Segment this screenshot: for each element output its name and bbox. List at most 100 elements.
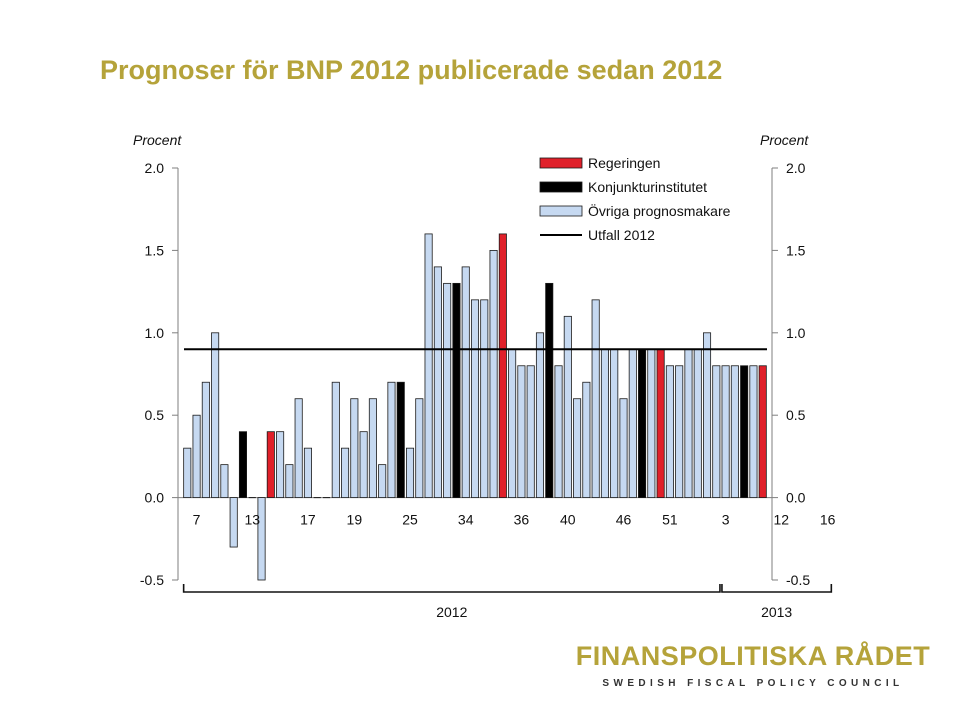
y-tick-label-left: -0.5	[140, 572, 164, 588]
y-tick-label-left: 1.5	[145, 242, 165, 258]
page-title: Prognoser för BNP 2012 publicerade sedan…	[100, 55, 723, 85]
bar-övriga-prognosmakare	[331, 381, 340, 498]
bar-övriga-prognosmakare	[628, 348, 637, 499]
y-tick-label-right: 1.0	[786, 325, 806, 341]
x-tick-label: 17	[300, 512, 316, 528]
bar-övriga-prognosmakare	[406, 447, 415, 499]
x-tick-label: 25	[402, 512, 418, 528]
bar-övriga-prognosmakare	[461, 266, 470, 499]
bar-regeringen	[266, 431, 275, 498]
bar-regeringen	[656, 348, 665, 499]
x-tick-label: 34	[458, 512, 474, 528]
bar-övriga-prognosmakare	[665, 365, 674, 499]
x-tick-label: 36	[514, 512, 530, 528]
bar-övriga-prognosmakare	[480, 299, 489, 498]
bar-övriga-prognosmakare	[350, 398, 359, 498]
bar-konjunkturinstitutet	[740, 365, 749, 499]
bar-övriga-prognosmakare	[554, 365, 563, 499]
bar-övriga-prognosmakare	[220, 464, 229, 499]
bar-övriga-prognosmakare	[276, 431, 285, 498]
legend-label: Konjunkturinstitutet	[588, 179, 707, 195]
bar-övriga-prognosmakare	[693, 348, 702, 499]
bar-övriga-prognosmakare	[573, 398, 582, 498]
bar-övriga-prognosmakare	[563, 315, 572, 499]
bar-övriga-prognosmakare	[721, 365, 730, 499]
x-tick-label: 12	[773, 512, 789, 528]
legend-swatch-o	[539, 205, 583, 217]
x-tick-labels: 7 13 17 19 25 34 36 40 46 51 3 12 16	[193, 512, 836, 528]
year-bracket	[182, 584, 721, 593]
bar-övriga-prognosmakare	[591, 299, 600, 498]
bar-övriga-prognosmakare	[535, 332, 544, 498]
brand-subtitle: SWEDISH FISCAL POLICY COUNCIL	[602, 678, 904, 689]
y-axis-label-right: Procent	[760, 132, 809, 148]
x-tick-label: 46	[616, 512, 632, 528]
bar-övriga-prognosmakare	[192, 414, 201, 499]
x-tick-label: 3	[722, 512, 730, 528]
bar-konjunkturinstitutet	[396, 381, 405, 498]
bar-övriga-prognosmakare	[526, 365, 535, 499]
bar-övriga-prognosmakare	[600, 348, 609, 499]
x-tick-label: 16	[820, 512, 836, 528]
bar-övriga-prognosmakare	[610, 348, 619, 499]
bars	[183, 233, 767, 581]
bar-regeringen	[498, 233, 507, 498]
legend-swatch-r	[539, 157, 583, 169]
bar-övriga-prognosmakare	[443, 282, 452, 498]
legend-label: Övriga prognosmakare	[588, 202, 731, 219]
bar-övriga-prognosmakare	[647, 348, 656, 499]
bar-övriga-prognosmakare	[749, 365, 758, 499]
forecast-bar-chart: 2.0 2.0 1.5 1.5 1.0 1.0 0.5 0.5 0.0 0.0 -0.5 -0.5 Pr…	[133, 132, 836, 620]
bar-konjunkturinstitutet	[238, 431, 247, 498]
y-tick-label-left: 1.0	[145, 325, 165, 341]
y-tick-label-right: 0.5	[786, 407, 806, 423]
bar-övriga-prognosmakare	[285, 464, 294, 499]
legend: Regeringen Konjunkturinstitutet Övriga pro…	[539, 155, 731, 243]
bar-övriga-prognosmakare	[684, 348, 693, 499]
bar-övriga-prognosmakare	[703, 332, 712, 498]
bar-övriga-prognosmakare	[359, 431, 368, 498]
bar-konjunkturinstitutet	[545, 282, 554, 498]
bar-övriga-prognosmakare	[712, 365, 721, 499]
bar-övriga-prognosmakare	[211, 332, 220, 498]
bar-övriga-prognosmakare	[415, 398, 424, 498]
year-label: 2013	[761, 604, 792, 620]
year-label: 2012	[436, 604, 467, 620]
y-tick-label-right: -0.5	[786, 572, 810, 588]
bar-övriga-prognosmakare	[387, 381, 396, 498]
legend-label: Utfall 2012	[588, 227, 655, 243]
bar-övriga-prognosmakare	[257, 497, 266, 581]
bar-övriga-prognosmakare	[730, 365, 739, 499]
bar-övriga-prognosmakare	[183, 447, 192, 499]
x-tick-label: 40	[560, 512, 576, 528]
bar-övriga-prognosmakare	[517, 365, 526, 499]
bar-övriga-prognosmakare	[582, 381, 591, 498]
year-brackets: 2012 2013	[182, 584, 833, 620]
bar-konjunkturinstitutet	[638, 348, 647, 499]
legend-label: Regeringen	[588, 155, 660, 171]
bar-övriga-prognosmakare	[424, 233, 433, 498]
bar-övriga-prognosmakare	[341, 447, 350, 499]
bar-övriga-prognosmakare	[675, 365, 684, 499]
x-tick-label: 13	[244, 512, 260, 528]
year-bracket	[721, 584, 833, 593]
bar-övriga-prognosmakare	[619, 398, 628, 498]
bar-övriga-prognosmakare	[378, 464, 387, 499]
y-tick-label-left: 0.0	[145, 490, 165, 506]
bar-övriga-prognosmakare	[489, 249, 498, 498]
brand-name: FINANSPOLITISKA RÅDET	[575, 641, 931, 671]
y-tick-label-left: 0.5	[145, 407, 165, 423]
bar-övriga-prognosmakare	[294, 398, 303, 498]
bar-övriga-prognosmakare	[201, 381, 210, 498]
y-tick-label-right: 0.0	[786, 490, 806, 506]
bar-övriga-prognosmakare	[433, 266, 442, 499]
bar-regeringen	[758, 365, 767, 499]
bar-övriga-prognosmakare	[368, 398, 377, 498]
x-tick-label: 7	[193, 512, 201, 528]
brand-logo: FINANSPOLITISKA RÅDET SWEDISH FISCAL POL…	[568, 641, 938, 689]
bar-övriga-prognosmakare	[470, 299, 480, 498]
y-tick-label-right: 2.0	[786, 160, 806, 176]
bar-övriga-prognosmakare	[229, 497, 238, 548]
legend-swatch-k	[539, 181, 583, 193]
y-tick-label-right: 1.5	[786, 242, 806, 258]
